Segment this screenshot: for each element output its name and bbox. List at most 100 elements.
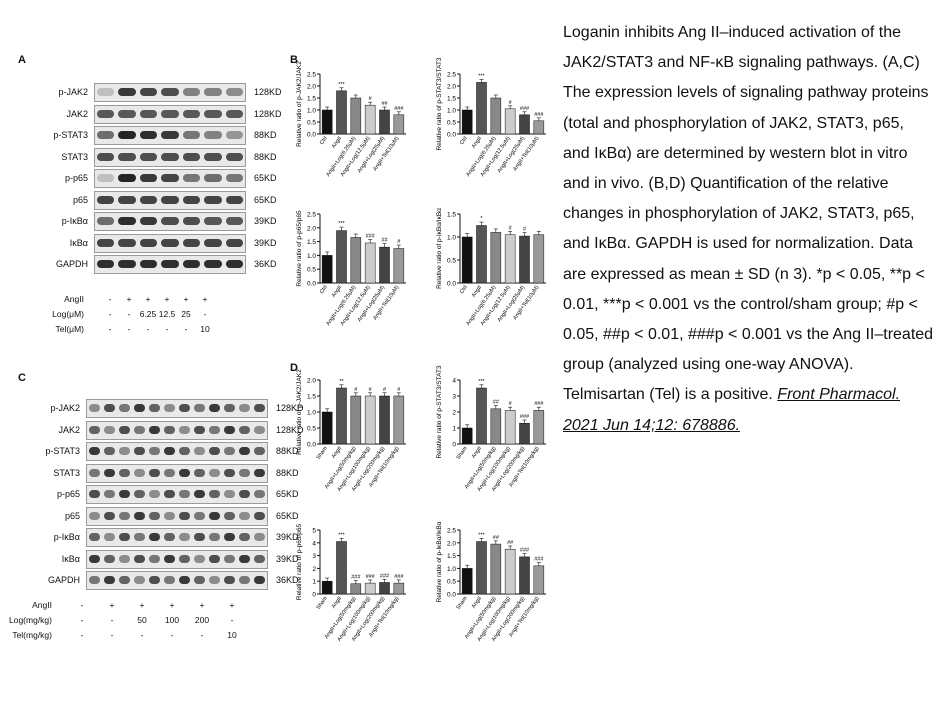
blot-strip bbox=[94, 255, 246, 274]
blot-band bbox=[204, 217, 222, 225]
blot-band bbox=[149, 554, 160, 563]
blot-band bbox=[164, 425, 175, 434]
blot-band bbox=[97, 174, 115, 182]
significance-label: *** bbox=[338, 221, 345, 227]
bar bbox=[364, 582, 376, 595]
bar bbox=[350, 395, 362, 445]
x-tick-label: AngII bbox=[331, 135, 344, 149]
treatment-cell: - bbox=[80, 600, 84, 610]
y-tick-label: 0.5 bbox=[307, 120, 316, 127]
x-tick-label: Sham bbox=[316, 595, 329, 611]
blot-band bbox=[104, 511, 115, 520]
blot-kd-label: 128KD bbox=[276, 424, 304, 435]
blot-band bbox=[239, 404, 250, 412]
blot-band bbox=[149, 425, 160, 434]
western-blot-panel-c: p-JAK2 128KD JAK2 128KD p-STAT3 88KD STAT3 88KD… bbox=[22, 398, 304, 594]
bar-chart-svg: 0.0 0.5 1.0 1.5 2.0 2.5 Relative ratio of p-JA… bbox=[296, 61, 406, 178]
blot-band bbox=[204, 109, 222, 118]
x-tick-label: Sham bbox=[456, 445, 469, 461]
chart-b-pp65: 0.0 0.5 1.0 1.5 2.0 2.5 Relative ratio of p-p6… bbox=[294, 206, 414, 356]
significance-label: # bbox=[369, 96, 373, 102]
blot-band bbox=[204, 174, 222, 182]
blot-band bbox=[134, 511, 145, 520]
blot-band bbox=[204, 131, 222, 139]
bar bbox=[490, 97, 502, 135]
bar bbox=[336, 541, 347, 595]
significance-label: *** bbox=[478, 73, 485, 79]
blot-band bbox=[161, 238, 179, 247]
blot-band bbox=[139, 152, 158, 161]
blot-band bbox=[254, 404, 265, 412]
blot-band bbox=[209, 511, 220, 520]
blot-band bbox=[225, 195, 243, 204]
treatment-cell: - bbox=[146, 324, 150, 334]
x-tick-label: AngII bbox=[471, 445, 484, 459]
blot-protein-label: p65 bbox=[64, 510, 80, 521]
x-tick-label: Sham bbox=[316, 445, 329, 461]
blot-band bbox=[225, 238, 243, 247]
bar-chart-svg: 0.0 0.5 1.0 1.5 2.0 2.5 Relative ratio of p-Iκ… bbox=[436, 521, 546, 643]
x-tick-label: AngII bbox=[471, 284, 484, 298]
blot-protein-label: p-STAT3 bbox=[45, 446, 80, 456]
chart-d-pikba: 0.0 0.5 1.0 1.5 2.0 2.5 Relative ratio of p-Iκ… bbox=[434, 521, 554, 662]
bar-chart-svg: 0.0 0.5 1.0 1.5 2.0 Relative ratio of p-JAK2/… bbox=[296, 369, 406, 493]
significance-label: *** bbox=[338, 532, 345, 538]
blot-band bbox=[182, 88, 201, 96]
y-tick-label: 0.5 bbox=[447, 579, 456, 586]
blot-band bbox=[89, 576, 100, 584]
blot-band bbox=[254, 511, 265, 520]
bar bbox=[379, 109, 390, 135]
y-tick-label: 0.0 bbox=[447, 592, 456, 599]
bar-chart-svg: 0.0 0.5 1.0 1.5 2.0 2.5 Relative ratio of p-p6… bbox=[296, 210, 406, 327]
blot-band bbox=[164, 404, 175, 412]
blot-kd-label: 39KD bbox=[276, 532, 299, 542]
blot-band bbox=[161, 174, 179, 182]
bar bbox=[490, 408, 502, 445]
blot-kd-label: 65KD bbox=[276, 510, 299, 521]
blot-band bbox=[161, 131, 179, 139]
treatment-table-a: AngII - + + + + + Log(μM) - -6.25 12.5 25- Tel(μM) - -… bbox=[30, 294, 230, 342]
blot-band bbox=[209, 490, 220, 498]
blot-band bbox=[179, 554, 190, 563]
blot-band bbox=[179, 511, 190, 520]
citation-link[interactable]: Front Pharmacol. 2021 Jun 14;12: 678886. bbox=[563, 386, 901, 434]
blot-band bbox=[179, 533, 190, 541]
blot-band bbox=[104, 404, 115, 412]
treatment-cell: + bbox=[164, 294, 170, 304]
bar bbox=[350, 97, 362, 135]
y-tick-label: 2.0 bbox=[447, 84, 456, 91]
y-tick-label: 4 bbox=[312, 540, 316, 547]
blot-band bbox=[225, 109, 243, 118]
bar bbox=[476, 225, 487, 284]
bar bbox=[364, 104, 376, 135]
treatment-cell: 12.5 bbox=[158, 309, 176, 319]
blot-band bbox=[104, 425, 115, 434]
blot-strip bbox=[86, 571, 268, 590]
x-tick-label: AngII bbox=[331, 595, 344, 609]
blot-band bbox=[89, 533, 100, 541]
significance-label: # bbox=[509, 225, 513, 231]
blot-band bbox=[104, 576, 115, 584]
significance-label: ### bbox=[380, 573, 390, 579]
y-tick-label: 2 bbox=[452, 410, 456, 417]
treatment-table-c: AngII - + + + + + Log(mg/kg) - - 50 100 200 - Tel(mg/k… bbox=[9, 600, 272, 648]
blot-band bbox=[104, 468, 115, 477]
treatment-cell: 6.25 bbox=[139, 309, 157, 319]
blot-band bbox=[118, 174, 136, 182]
blot-band bbox=[164, 554, 175, 563]
bar bbox=[461, 236, 473, 284]
blot-strip bbox=[94, 104, 246, 124]
blot-band bbox=[134, 490, 145, 498]
treatment-cell: + bbox=[145, 294, 151, 304]
y-tick-label: 0.5 bbox=[447, 258, 456, 265]
bar bbox=[490, 232, 502, 284]
treatment-cell: + bbox=[202, 294, 208, 304]
treatment-cell: 50 bbox=[137, 615, 147, 625]
blot-strip bbox=[94, 190, 246, 210]
y-tick-label: 2.5 bbox=[447, 72, 456, 79]
blot-kd-label: 128KD bbox=[254, 87, 282, 97]
blot-band bbox=[161, 260, 179, 268]
blot-band bbox=[139, 238, 158, 247]
blot-band bbox=[179, 404, 190, 412]
blot-band bbox=[254, 576, 265, 584]
